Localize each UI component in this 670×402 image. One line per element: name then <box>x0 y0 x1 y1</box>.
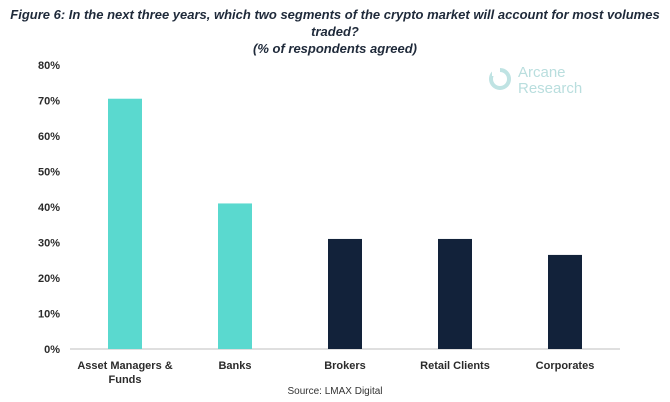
y-tick-label: 30% <box>38 238 60 250</box>
y-tick-label: 40% <box>38 202 60 214</box>
y-tick-label: 20% <box>38 273 60 285</box>
chart-title: Figure 6: In the next three years, which… <box>0 6 670 57</box>
x-category-label-line: Banks <box>218 360 251 372</box>
x-category-label: Retail Clients <box>420 360 490 372</box>
x-category-label: Banks <box>218 360 251 372</box>
y-axis: 0% 10% 20% 30% 40% 50% 60% 70% 80% <box>38 60 60 356</box>
x-category-label-line: Brokers <box>324 360 366 372</box>
bar <box>438 238 472 349</box>
bar <box>108 98 142 349</box>
y-tick-label: 60% <box>38 131 60 143</box>
arcane-logo-icon <box>489 66 511 90</box>
source-note: Source: LMAX Digital <box>287 386 382 397</box>
x-category-label-line: Funds <box>109 374 142 386</box>
x-category-label-line: Retail Clients <box>420 360 490 372</box>
watermark-line-1: Arcane <box>518 64 566 81</box>
y-tick-label: 10% <box>38 309 60 321</box>
bar <box>218 203 252 349</box>
title-line-1: Figure 6: In the next three years, which… <box>10 7 660 39</box>
watermark: Arcane Research <box>489 64 582 97</box>
bar <box>328 238 362 349</box>
y-tick-label: 80% <box>38 60 60 72</box>
bars <box>108 98 582 349</box>
bar <box>548 254 582 349</box>
y-tick-label: 50% <box>38 167 60 179</box>
y-tick-label: 70% <box>38 96 60 108</box>
x-category-label-line: Asset Managers & <box>77 360 172 372</box>
watermark-line-2: Research <box>518 80 582 97</box>
x-category-label: Corporates <box>536 360 595 372</box>
x-category-label: Brokers <box>324 360 366 372</box>
x-category-label: Asset Managers & Funds <box>77 360 172 386</box>
x-category-label-line: Corporates <box>536 360 595 372</box>
title-line-2: (% of respondents agreed) <box>253 41 417 56</box>
y-tick-label: 0% <box>44 344 60 356</box>
category-labels: Asset Managers & Funds Banks Brokers Retail … <box>77 360 594 386</box>
